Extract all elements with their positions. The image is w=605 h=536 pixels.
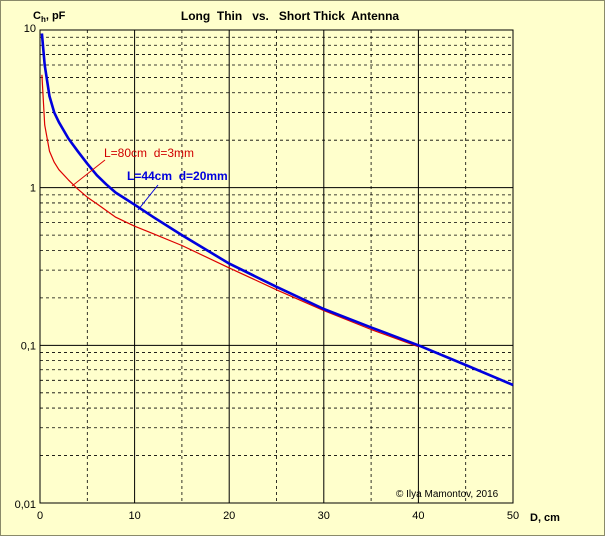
y-axis-label-main: C — [33, 10, 41, 22]
y-axis-label: Ch, pF — [33, 10, 66, 24]
y-axis-label-sub: h — [41, 15, 46, 24]
series-line-long-thin — [41, 74, 419, 348]
x-tick-label: 20 — [223, 510, 235, 522]
x-tick-label: 0 — [37, 510, 43, 522]
series-label-short-thick: L=44cm d=20mm — [127, 169, 228, 183]
y-tick-label: 1 — [30, 183, 36, 195]
y-tick-label: 0,01 — [15, 499, 36, 511]
series-label-long-thin: L=80cm d=3mm — [104, 146, 194, 160]
major-gridlines — [40, 30, 513, 503]
plot-area — [39, 29, 514, 504]
y-tick-label: 0,1 — [21, 340, 36, 352]
minor-gridlines — [40, 30, 513, 503]
x-tick-label: 40 — [412, 510, 424, 522]
x-axis-label: D, cm — [530, 512, 560, 524]
series-line-short-thick — [40, 33, 514, 387]
x-tick-label: 10 — [128, 510, 140, 522]
chart-title: Long Thin vs. Short Thick Antenna — [181, 9, 400, 23]
copyright-note: © Ilya Mamontov, 2016 — [396, 489, 499, 500]
series-leader-long-thin — [71, 159, 106, 187]
x-tick-label: 30 — [318, 510, 330, 522]
series-leader-short-thick — [137, 184, 159, 211]
tick-labels: 0 10 20 30 40 50 10 1 0,1 0,01 — [15, 23, 520, 522]
y-axis-label-unit: , pF — [46, 10, 66, 22]
y-tick-label: 10 — [24, 23, 36, 35]
x-tick-label: 50 — [507, 510, 519, 522]
series-layer — [40, 33, 514, 387]
